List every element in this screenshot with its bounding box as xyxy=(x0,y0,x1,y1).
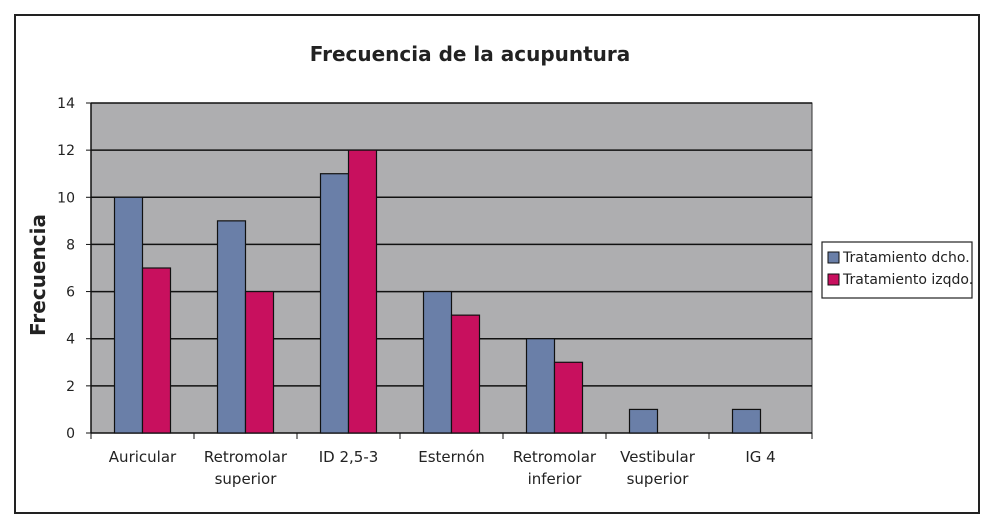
x-category-label-line: IG 4 xyxy=(745,448,775,466)
x-category-label-line: inferior xyxy=(528,470,583,488)
bar-dcho xyxy=(319,173,350,434)
legend-swatch xyxy=(827,273,840,286)
bar-dcho xyxy=(216,220,247,434)
bar-dcho xyxy=(628,408,659,434)
y-axis-label: Frecuencia xyxy=(26,214,50,336)
bar-dcho xyxy=(113,196,144,434)
x-category-label: Retromolar superior xyxy=(204,448,288,488)
x-category-label: Vestibular superior xyxy=(620,448,696,488)
y-tick-label: 8 xyxy=(66,237,75,253)
x-category-label: ID 2,5-3 xyxy=(319,448,379,466)
bar-izqdo xyxy=(141,267,172,434)
chart-title: Frecuencia de la acupuntura xyxy=(310,42,631,66)
x-category-label-line: ID 2,5-3 xyxy=(319,448,379,466)
legend-box xyxy=(821,241,973,299)
y-tick-label: 10 xyxy=(57,190,75,206)
x-category-label: Auricular xyxy=(109,448,177,466)
x-category-label: Retromolar inferior xyxy=(513,448,597,488)
x-category-label: Esternón xyxy=(418,448,485,466)
y-tick-label: 0 xyxy=(66,426,75,442)
x-category-label-line: Esternón xyxy=(418,448,485,466)
bar-izqdo xyxy=(244,290,275,434)
bar-dcho xyxy=(525,338,556,434)
y-tick-label: 14 xyxy=(57,96,75,112)
bar-dcho xyxy=(422,290,453,434)
x-category-label-line: Retromolar xyxy=(513,448,597,466)
x-category-label-line: superior xyxy=(627,470,690,488)
y-tick-label: 4 xyxy=(66,332,75,348)
bar-izqdo xyxy=(347,149,378,434)
bar-izqdo xyxy=(450,314,481,434)
x-category-label-line: Retromolar xyxy=(204,448,288,466)
legend: Tratamiento dcho. Tratamiento izqdo. xyxy=(821,241,973,299)
y-tick-label: 2 xyxy=(66,379,75,395)
bar-dcho xyxy=(731,408,762,434)
x-category-label-line: Vestibular xyxy=(620,448,696,466)
legend-label: Tratamiento izqdo. xyxy=(842,272,973,288)
y-tick-label: 6 xyxy=(66,285,75,301)
x-category-label: IG 4 xyxy=(745,448,775,466)
legend-label: Tratamiento dcho. xyxy=(842,250,970,266)
plot-area: 0 2 4 6 8 10 12 14 Auricular Retromolar superior ID… xyxy=(57,96,813,488)
legend-swatch xyxy=(827,251,840,264)
bar-izqdo xyxy=(553,361,584,434)
x-category-label-line: superior xyxy=(215,470,278,488)
y-tick-label: 12 xyxy=(57,143,75,159)
x-category-label-line: Auricular xyxy=(109,448,177,466)
